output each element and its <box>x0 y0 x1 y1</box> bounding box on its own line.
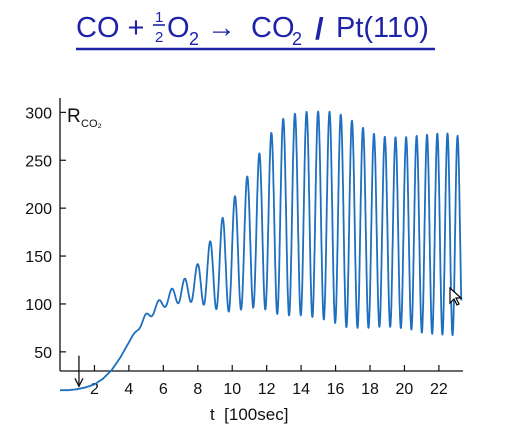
arrow-head-icon <box>74 378 84 388</box>
chart-axes <box>59 98 463 372</box>
title-frac-num: 1 <box>155 9 163 26</box>
x-tick-label: 22 <box>430 381 448 398</box>
chart-title: CO + 1 2 O 2 → CO 2 / Pt(110) <box>76 9 435 51</box>
y-tick-label: 100 <box>25 297 52 314</box>
x-tick-label: 10 <box>223 381 241 398</box>
title-o2: O <box>167 12 190 44</box>
y-tick-label: 250 <box>25 153 52 170</box>
y-tick-label: 200 <box>25 201 52 218</box>
x-tick-label: 18 <box>361 381 379 398</box>
x-tick-label: 20 <box>396 381 414 398</box>
x-tick-label: 2 <box>90 381 99 398</box>
title-o2-sub: 2 <box>189 29 199 49</box>
y-tick-label: 150 <box>25 249 52 266</box>
x-tick-label: 6 <box>159 381 168 398</box>
title-arrow: → <box>207 12 236 44</box>
start-arrow-annotation <box>74 355 84 388</box>
y-tick-label: 50 <box>34 345 52 362</box>
x-tick-label: 16 <box>327 381 345 398</box>
y-tick-label: 300 <box>25 105 52 122</box>
y-ticks: 50 100 150 200 250 300 <box>25 105 66 362</box>
x-axis-label: t [100sec] <box>210 405 288 424</box>
title-lhs: CO + <box>76 12 145 44</box>
y-axis-label: R <box>67 106 81 127</box>
y-axis-label-sub: CO₂ <box>81 118 102 130</box>
x-tick-label: 12 <box>258 381 276 398</box>
title-surface: Pt(110) <box>336 12 429 44</box>
title-slash: / <box>315 11 324 46</box>
title-frac-den: 2 <box>155 29 163 46</box>
mouse-cursor-icon <box>449 287 463 306</box>
x-tick-label: 14 <box>292 381 310 398</box>
series-line <box>59 110 463 392</box>
title-co2: CO <box>251 12 295 44</box>
x-tick-label: 8 <box>193 381 202 398</box>
x-tick-label: 4 <box>124 381 133 398</box>
x-ticks: 2 4 6 8 10 12 14 16 18 20 22 <box>90 365 448 398</box>
title-co2-sub: 2 <box>292 29 302 49</box>
